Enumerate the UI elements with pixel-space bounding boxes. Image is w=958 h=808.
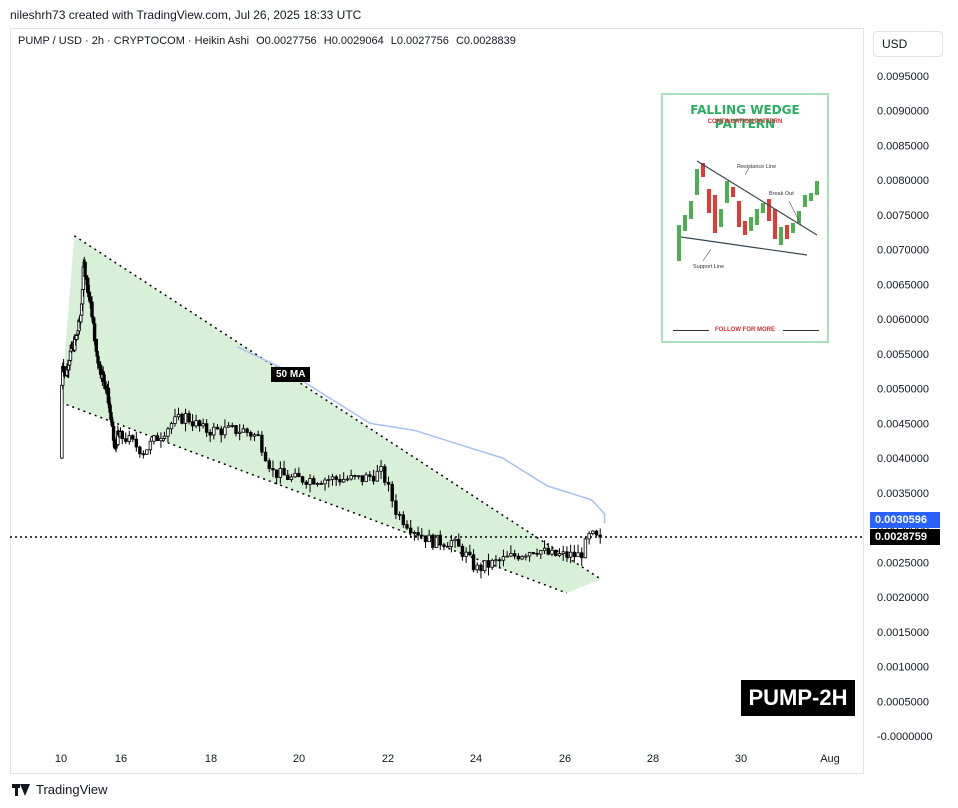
follow-divider-right: [783, 330, 819, 331]
inset-candle: [797, 211, 801, 223]
y-tick-label: 0.0080000: [877, 175, 929, 187]
inset-candle: [713, 195, 717, 233]
inset-candle: [695, 169, 699, 195]
y-tick-label: 0.0050000: [877, 384, 929, 396]
symbol-legend: PUMP / USD · 2h · CRYPTOCOM · Heikin Ash…: [18, 35, 520, 47]
inset-candle: [773, 209, 777, 239]
y-tick-label: 0.0090000: [877, 106, 929, 118]
y-tick-label: 0.0065000: [877, 279, 929, 291]
pair-badge: PUMP-2H: [741, 680, 855, 716]
inset-candle: [719, 209, 723, 227]
y-tick-label: 0.0085000: [877, 140, 929, 152]
attribution-text: nileshrh73 created with TradingView.com,…: [10, 8, 362, 22]
y-tick-label: 0.0045000: [877, 418, 929, 430]
inset-subtitle: CONTINUATION PATTERN: [707, 119, 783, 125]
inset-candle: [785, 225, 789, 239]
follow-divider-left: [673, 330, 709, 331]
footer-brand-text: TradingView: [36, 782, 108, 797]
inset-candle: [803, 195, 807, 207]
inset-candle: [761, 203, 765, 213]
y-tick-label: -0.0000000: [877, 731, 933, 743]
legend-low: L0.0027756: [390, 35, 449, 47]
inset-candle: [743, 221, 747, 235]
inset-title: FALLING WEDGE PATTERN: [690, 103, 800, 131]
breakout-label: Break Out: [769, 191, 794, 197]
inset-candle: [725, 181, 729, 203]
follow-text: FOLLOW FOR MORE: [715, 327, 775, 333]
legend-symbol[interactable]: PUMP / USD · 2h · CRYPTOCOM · Heikin Ash…: [18, 35, 250, 47]
ma-price-tag: 0.0030596: [870, 512, 940, 528]
inset-candle: [707, 189, 711, 213]
y-tick-label: 0.0020000: [877, 592, 929, 604]
y-tick-label: 0.0010000: [877, 662, 929, 674]
y-tick-label: 0.0005000: [877, 696, 929, 708]
y-tick-label: 0.0070000: [877, 245, 929, 257]
inset-candle: [683, 215, 687, 231]
ma-label: 50 MA: [271, 367, 311, 382]
footer-brand[interactable]: TradingView: [12, 782, 108, 797]
currency-button[interactable]: USD: [873, 31, 943, 57]
y-tick-label: 0.0035000: [877, 488, 929, 500]
legend-close: C0.0028839: [455, 35, 516, 47]
tradingview-logo-icon: [12, 783, 30, 796]
y-tick-label: 0.0095000: [877, 71, 929, 83]
y-tick-label: 0.0015000: [877, 627, 929, 639]
chart-frame: [10, 28, 864, 774]
inset-candle: [701, 163, 705, 177]
y-tick-label: 0.0040000: [877, 453, 929, 465]
legend-high: H0.0029064: [323, 35, 384, 47]
legend-open: O0.0027756: [256, 35, 317, 47]
last-price-tag: 0.0028759: [870, 529, 940, 545]
y-tick-label: 0.0025000: [877, 557, 929, 569]
support-line-label: Support Line: [693, 264, 725, 270]
y-axis: 0.0095000 0.0090000 0.0085000 0.0080000 0.00…: [877, 71, 933, 743]
y-tick-label: 0.0075000: [877, 210, 929, 222]
inset-candle: [689, 201, 693, 219]
inset-diagram: [677, 160, 819, 262]
inset-candle: [767, 199, 771, 221]
inset-candle: [749, 217, 753, 231]
inset-candle: [815, 181, 819, 195]
y-tick-label: 0.0055000: [877, 349, 929, 361]
falling-wedge-infographic: FALLING WEDGE PATTERN CONTINUATION PATTE…: [661, 93, 829, 343]
inset-candle: [737, 201, 741, 227]
inset-candle: [755, 209, 759, 225]
resistance-line-label: Resistance Line: [737, 164, 777, 170]
y-tick-label: 0.0060000: [877, 314, 929, 326]
inset-candle: [809, 193, 813, 201]
inset-candle: [779, 227, 783, 245]
inset-candle: [731, 187, 735, 197]
inset-candle: [677, 225, 681, 261]
inset-candle: [791, 223, 795, 233]
